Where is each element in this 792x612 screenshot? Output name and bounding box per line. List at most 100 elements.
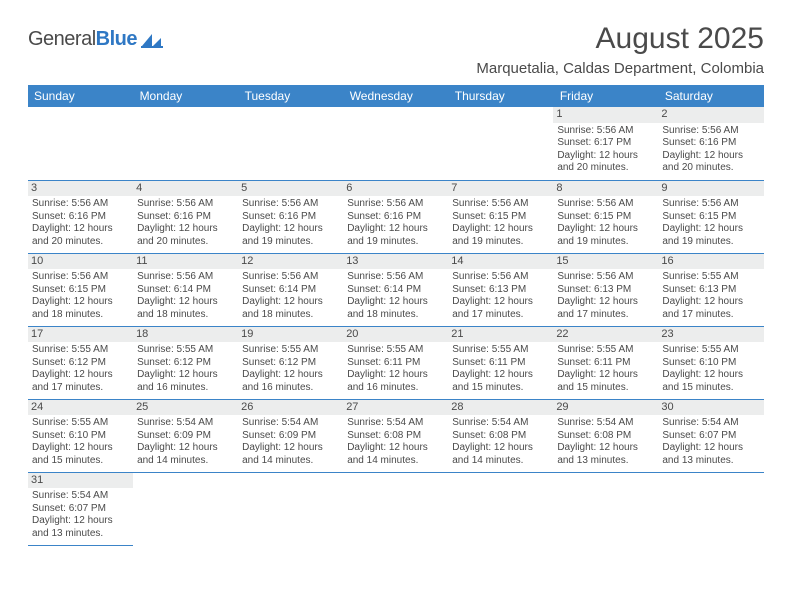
day-number: 31 — [28, 473, 133, 489]
daylight-text: and 15 minutes. — [662, 382, 759, 395]
calendar-cell: 25Sunrise: 5:54 AMSunset: 6:09 PMDayligh… — [133, 399, 238, 472]
daylight-text: and 17 minutes. — [32, 382, 129, 395]
day-number: 23 — [658, 327, 763, 343]
daylight-text: Daylight: 12 hours — [557, 150, 654, 163]
sunrise-text: Sunrise: 5:56 AM — [242, 198, 339, 211]
daylight-text: Daylight: 12 hours — [137, 369, 234, 382]
daylight-text: Daylight: 12 hours — [557, 223, 654, 236]
day-number: 9 — [658, 181, 763, 197]
logo-name1: General — [28, 28, 96, 50]
sunrise-text: Sunrise: 5:54 AM — [557, 417, 654, 430]
calendar-cell: 9Sunrise: 5:56 AMSunset: 6:15 PMDaylight… — [658, 180, 763, 253]
daylight-text: Daylight: 12 hours — [242, 296, 339, 309]
calendar-cell: 21Sunrise: 5:55 AMSunset: 6:11 PMDayligh… — [448, 326, 553, 399]
daylight-text: Daylight: 12 hours — [347, 442, 444, 455]
weekday-header-row: SundayMondayTuesdayWednesdayThursdayFrid… — [28, 85, 764, 107]
sunset-text: Sunset: 6:09 PM — [242, 430, 339, 443]
calendar-cell: 1Sunrise: 5:56 AMSunset: 6:17 PMDaylight… — [553, 107, 658, 180]
day-number: 4 — [133, 181, 238, 197]
daylight-text: Daylight: 12 hours — [32, 442, 129, 455]
day-number: 21 — [448, 327, 553, 343]
daylight-text: Daylight: 12 hours — [557, 369, 654, 382]
daylight-text: Daylight: 12 hours — [242, 223, 339, 236]
calendar-cell: 29Sunrise: 5:54 AMSunset: 6:08 PMDayligh… — [553, 399, 658, 472]
page-title: August 2025 — [476, 22, 764, 56]
daylight-text: Daylight: 12 hours — [32, 223, 129, 236]
daylight-text: and 18 minutes. — [32, 309, 129, 322]
day-number: 14 — [448, 254, 553, 270]
sunrise-text: Sunrise: 5:56 AM — [137, 271, 234, 284]
daylight-text: Daylight: 12 hours — [557, 442, 654, 455]
calendar-cell: 7Sunrise: 5:56 AMSunset: 6:15 PMDaylight… — [448, 180, 553, 253]
daylight-text: and 15 minutes. — [452, 382, 549, 395]
day-number: 11 — [133, 254, 238, 270]
sunset-text: Sunset: 6:12 PM — [137, 357, 234, 370]
sunset-text: Sunset: 6:16 PM — [242, 211, 339, 224]
daylight-text: and 17 minutes. — [662, 309, 759, 322]
calendar-row: 3Sunrise: 5:56 AMSunset: 6:16 PMDaylight… — [28, 180, 764, 253]
sunset-text: Sunset: 6:13 PM — [557, 284, 654, 297]
daylight-text: Daylight: 12 hours — [32, 369, 129, 382]
calendar-cell — [343, 107, 448, 180]
sunrise-text: Sunrise: 5:55 AM — [347, 344, 444, 357]
calendar-row: 1Sunrise: 5:56 AMSunset: 6:17 PMDaylight… — [28, 107, 764, 180]
sunrise-text: Sunrise: 5:55 AM — [137, 344, 234, 357]
calendar-cell — [553, 472, 658, 545]
sunset-text: Sunset: 6:10 PM — [32, 430, 129, 443]
daylight-text: and 17 minutes. — [452, 309, 549, 322]
calendar-cell: 16Sunrise: 5:55 AMSunset: 6:13 PMDayligh… — [658, 253, 763, 326]
sunset-text: Sunset: 6:16 PM — [347, 211, 444, 224]
weekday-header: Monday — [133, 85, 238, 107]
daylight-text: and 16 minutes. — [137, 382, 234, 395]
daylight-text: Daylight: 12 hours — [347, 296, 444, 309]
daylight-text: Daylight: 12 hours — [137, 223, 234, 236]
sunrise-text: Sunrise: 5:54 AM — [32, 490, 129, 503]
sunset-text: Sunset: 6:15 PM — [452, 211, 549, 224]
calendar-table: SundayMondayTuesdayWednesdayThursdayFrid… — [28, 85, 764, 546]
day-number: 13 — [343, 254, 448, 270]
sunrise-text: Sunrise: 5:56 AM — [557, 198, 654, 211]
sunset-text: Sunset: 6:16 PM — [137, 211, 234, 224]
sunrise-text: Sunrise: 5:56 AM — [242, 271, 339, 284]
daylight-text: Daylight: 12 hours — [452, 442, 549, 455]
day-number: 20 — [343, 327, 448, 343]
sunset-text: Sunset: 6:08 PM — [347, 430, 444, 443]
weekday-header: Thursday — [448, 85, 553, 107]
daylight-text: and 13 minutes. — [32, 528, 129, 541]
calendar-cell: 26Sunrise: 5:54 AMSunset: 6:09 PMDayligh… — [238, 399, 343, 472]
sunset-text: Sunset: 6:11 PM — [557, 357, 654, 370]
calendar-cell: 20Sunrise: 5:55 AMSunset: 6:11 PMDayligh… — [343, 326, 448, 399]
sunset-text: Sunset: 6:12 PM — [242, 357, 339, 370]
sunset-text: Sunset: 6:07 PM — [662, 430, 759, 443]
day-number: 28 — [448, 400, 553, 416]
sunset-text: Sunset: 6:09 PM — [137, 430, 234, 443]
day-number: 25 — [133, 400, 238, 416]
sunrise-text: Sunrise: 5:56 AM — [452, 271, 549, 284]
calendar-cell: 13Sunrise: 5:56 AMSunset: 6:14 PMDayligh… — [343, 253, 448, 326]
sunrise-text: Sunrise: 5:56 AM — [347, 271, 444, 284]
calendar-cell: 11Sunrise: 5:56 AMSunset: 6:14 PMDayligh… — [133, 253, 238, 326]
sunrise-text: Sunrise: 5:55 AM — [557, 344, 654, 357]
daylight-text: and 18 minutes. — [137, 309, 234, 322]
calendar-row: 31Sunrise: 5:54 AMSunset: 6:07 PMDayligh… — [28, 472, 764, 545]
sunrise-text: Sunrise: 5:54 AM — [347, 417, 444, 430]
daylight-text: and 16 minutes. — [347, 382, 444, 395]
daylight-text: Daylight: 12 hours — [137, 442, 234, 455]
sunset-text: Sunset: 6:14 PM — [347, 284, 444, 297]
day-number: 19 — [238, 327, 343, 343]
sail-icon — [141, 32, 163, 48]
sunrise-text: Sunrise: 5:56 AM — [137, 198, 234, 211]
daylight-text: and 13 minutes. — [557, 455, 654, 468]
sunset-text: Sunset: 6:13 PM — [662, 284, 759, 297]
weekday-header: Tuesday — [238, 85, 343, 107]
daylight-text: and 14 minutes. — [137, 455, 234, 468]
sunrise-text: Sunrise: 5:55 AM — [32, 344, 129, 357]
sunset-text: Sunset: 6:10 PM — [662, 357, 759, 370]
sunrise-text: Sunrise: 5:55 AM — [662, 271, 759, 284]
calendar-cell — [448, 107, 553, 180]
sunset-text: Sunset: 6:15 PM — [32, 284, 129, 297]
calendar-cell: 31Sunrise: 5:54 AMSunset: 6:07 PMDayligh… — [28, 472, 133, 545]
calendar-cell: 19Sunrise: 5:55 AMSunset: 6:12 PMDayligh… — [238, 326, 343, 399]
daylight-text: Daylight: 12 hours — [32, 515, 129, 528]
daylight-text: Daylight: 12 hours — [557, 296, 654, 309]
